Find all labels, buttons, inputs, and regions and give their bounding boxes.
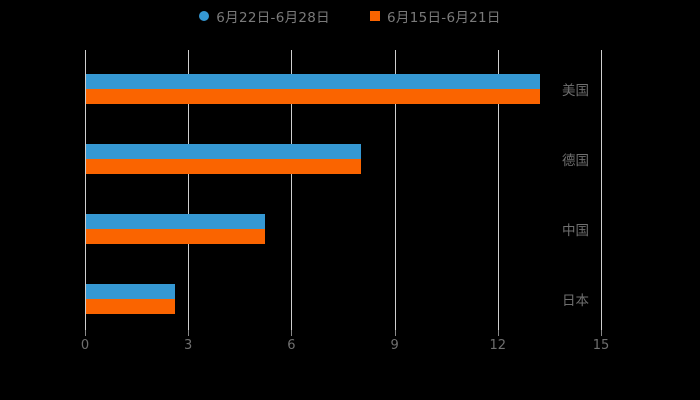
x-tick-mark [188,330,190,336]
x-gridline [188,50,190,330]
x-tick-label: 0 [80,338,90,353]
y-category-label: 中国 [562,223,589,239]
legend-entry[interactable]: 6月22日-6月28日 [199,6,330,26]
bar-series-1[interactable] [86,284,176,299]
circle-marker-icon [199,11,210,21]
bar-series-1[interactable] [86,74,541,89]
x-tick-label: 15 [592,338,610,353]
x-tick-mark [291,330,293,336]
chart-legend: 6月22日-6月28日 6月15日-6月21日 [0,6,700,26]
x-tick-mark [601,330,602,336]
x-gridline [394,50,396,330]
x-tick-label: 12 [489,338,507,353]
bar-series-2[interactable] [86,89,541,104]
y-category-label: 日本 [562,293,589,309]
square-marker-icon [370,11,380,21]
x-tick-mark [85,330,86,336]
x-tick-mark [497,330,499,336]
bar-series-1[interactable] [86,214,265,229]
y-category-label: 德国 [562,153,589,169]
legend-entry[interactable]: 6月15日-6月21日 [370,6,501,26]
x-gridline [497,50,499,330]
x-tick-label: 3 [184,338,193,353]
x-gridline [601,50,602,330]
bar-series-2[interactable] [86,299,176,314]
legend-label: 6月22日-6月28日 [216,10,330,26]
bar-series-2[interactable] [86,159,362,174]
bar-series-2[interactable] [86,229,265,244]
plot-area: 0 3 6 9 12 15 美国德国中国日本 [81,50,609,353]
x-tick-label: 6 [287,338,296,353]
x-tick-label: 9 [390,338,399,353]
legend-label: 6月15日-6月21日 [387,10,501,26]
x-gridline [291,50,293,330]
x-tick-mark [394,330,396,336]
y-category-label: 美国 [562,83,589,99]
y-axis-line [85,50,86,330]
bar-series-1[interactable] [86,144,362,159]
